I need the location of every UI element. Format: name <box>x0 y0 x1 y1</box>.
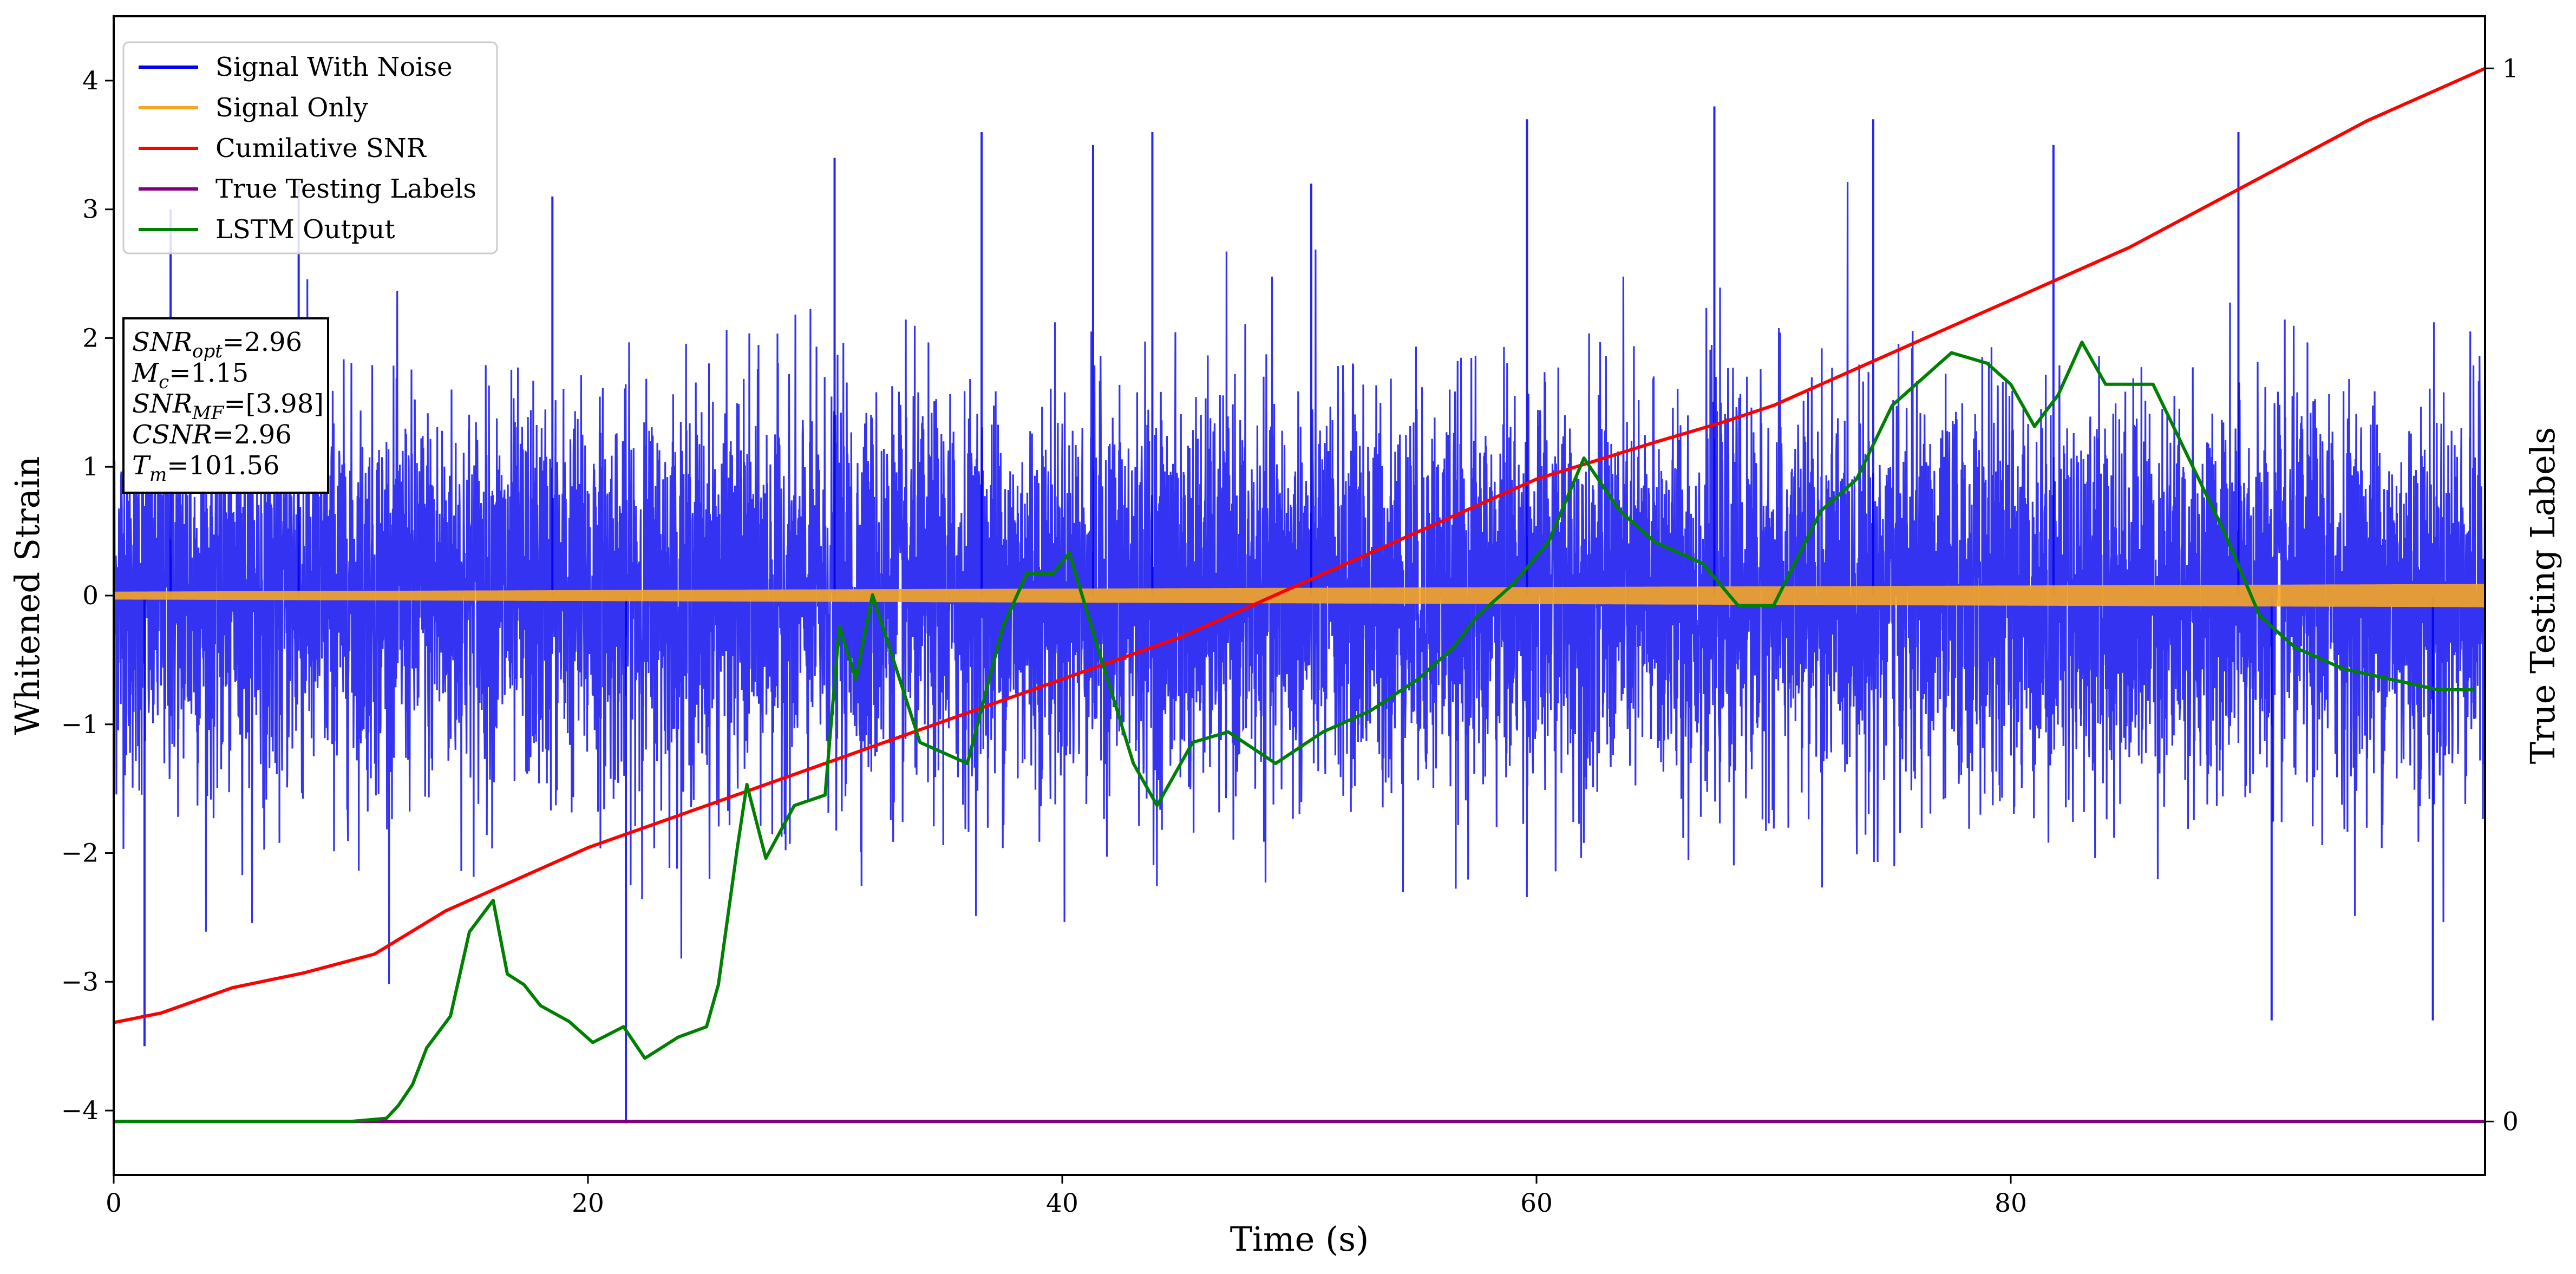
legend-label-1: Signal Only <box>215 93 368 123</box>
series-signal-only <box>114 584 2485 607</box>
parameter-box: SNRopt=2.96Mc=1.15SNRMF=[3.98]CSNR=2.96T… <box>122 317 329 494</box>
x-tick-label-0: 0 <box>106 1188 122 1218</box>
parameter-line-1: Mc=1.15 <box>132 358 249 393</box>
legend-label-4: LSTM Output <box>215 214 395 245</box>
legend-label-3: True Testing Labels <box>215 174 476 204</box>
x-tick-label-20: 20 <box>572 1188 604 1218</box>
x-tick-label-80: 80 <box>1995 1188 2027 1218</box>
y-tick-label--3: −3 <box>61 967 99 997</box>
y-tick-label--1: −1 <box>61 710 99 740</box>
parameter-box-frame <box>122 317 329 494</box>
y-tick-label-0: 0 <box>82 581 99 611</box>
parameter-line-3: CSNR=2.96 <box>132 420 292 450</box>
legend-label-0: Signal With Noise <box>215 52 453 82</box>
plot-area <box>114 67 2485 1123</box>
x-axis-label: Time (s) <box>1230 1219 1369 1259</box>
y2-axis-label: True Testing Labels <box>2523 427 2562 765</box>
series-cumilative-snr <box>114 67 2485 1024</box>
y-tick-label-2: 2 <box>82 323 99 353</box>
y-tick-label-4: 4 <box>82 66 99 96</box>
signal-only-trace <box>114 584 2485 607</box>
parameter-line-0: SNRopt=2.96 <box>132 327 302 362</box>
x-tick-label-60: 60 <box>1520 1188 1553 1218</box>
y-axis-label: Whitened Strain <box>8 456 47 735</box>
series-lines <box>114 67 2485 1123</box>
legend: Signal With Noise Signal Only Cumilative S… <box>122 41 498 254</box>
legend-box <box>122 41 498 254</box>
y-tick-label--4: −4 <box>61 1096 99 1126</box>
x-tick-label-40: 40 <box>1046 1188 1078 1218</box>
parameter-line-4: Tm=101.56 <box>132 450 279 486</box>
parameter-line-2: SNRMF=[3.98] <box>132 389 324 424</box>
y-tick-label-1: 1 <box>82 452 99 482</box>
y2-tick-label-0: 0 <box>2502 1107 2519 1136</box>
y2-tick-label-1: 1 <box>2502 54 2519 83</box>
legend-label-2: Cumilative SNR <box>215 133 427 164</box>
y-tick-label--2: −2 <box>61 839 99 868</box>
series-lstm-output <box>114 341 2474 1123</box>
y-tick-label-3: 3 <box>82 195 99 225</box>
